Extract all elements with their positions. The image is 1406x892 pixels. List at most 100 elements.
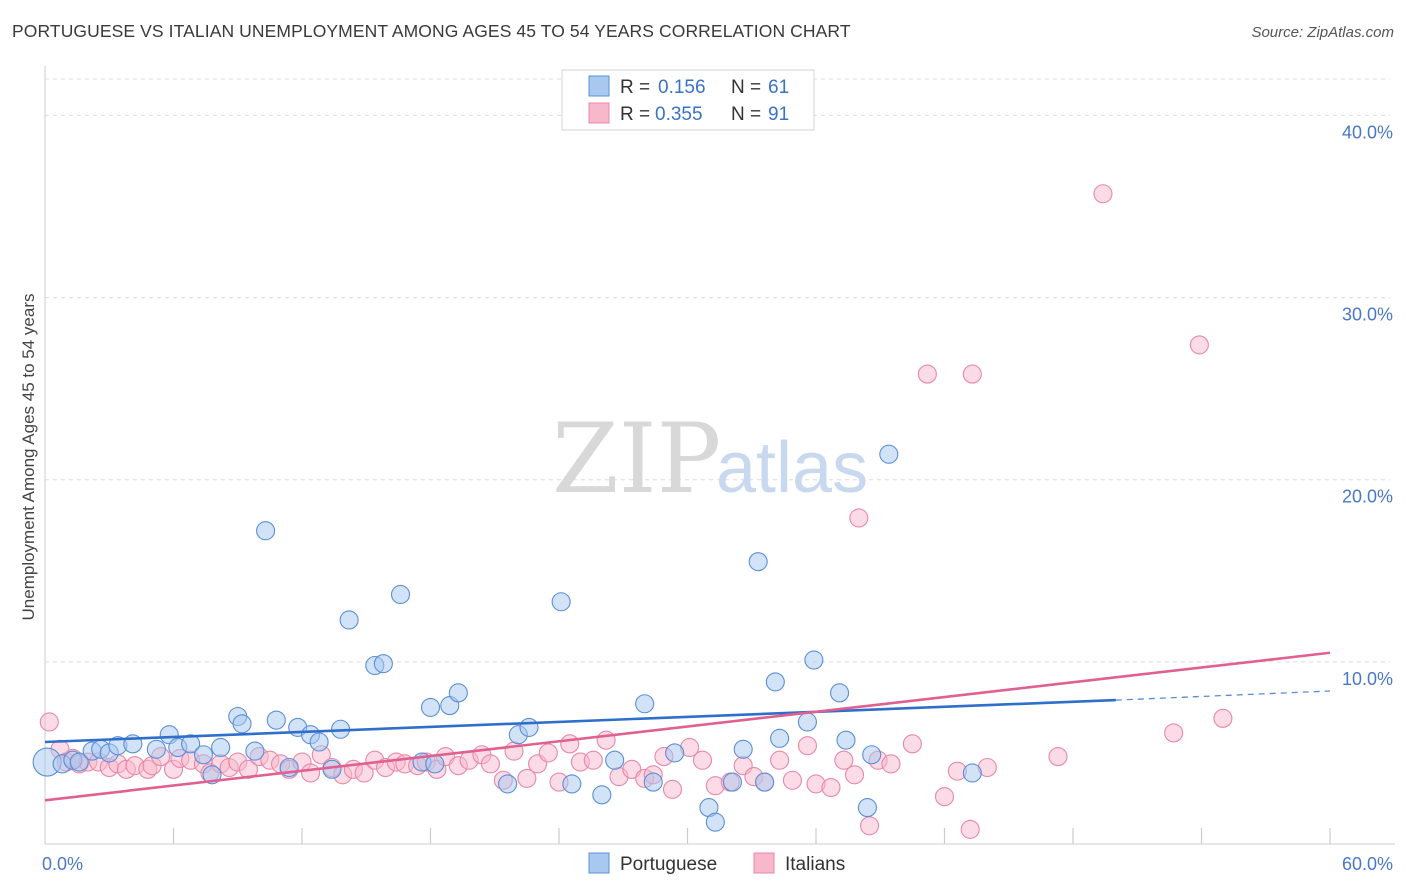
y-tick-label: 40.0%: [1342, 122, 1393, 142]
italians-point: [560, 734, 580, 754]
portuguese-point: [211, 737, 231, 758]
portuguese-point: [804, 650, 824, 670]
italians-point: [692, 750, 713, 770]
legend-n-label-italians: N =: [731, 104, 761, 125]
series-legend: Portuguese Italians: [588, 852, 845, 875]
portuguese-point: [770, 728, 790, 748]
x-tick-label: 0.0%: [42, 854, 83, 874]
italians-point: [1164, 723, 1184, 743]
portuguese-point: [256, 521, 276, 541]
italians-point: [1093, 184, 1113, 204]
portuguese-point: [879, 444, 899, 464]
italians-point: [301, 763, 321, 783]
portuguese-point: [705, 812, 725, 832]
series-legend-label-portuguese: Portuguese: [620, 854, 717, 875]
chart-title: PORTUGUESE VS ITALIAN UNEMPLOYMENT AMONG…: [12, 21, 851, 41]
portuguese-point: [69, 752, 89, 772]
legend-r-label-italians: R =: [620, 104, 650, 125]
italians-point: [517, 768, 537, 788]
series-legend-label-italians: Italians: [785, 854, 845, 875]
italians-point: [962, 364, 982, 384]
portuguese-point: [857, 798, 877, 818]
italians-point: [934, 787, 955, 807]
italians-point: [480, 754, 501, 774]
portuguese-trendline-extension: [1115, 690, 1331, 701]
legend-r-label-portuguese: R =: [620, 77, 650, 98]
portuguese-point: [373, 654, 393, 674]
portuguese-point: [722, 772, 743, 792]
italians-point: [821, 777, 841, 798]
portuguese-point: [665, 743, 685, 763]
italians-point: [960, 819, 980, 839]
italians-point: [902, 734, 922, 754]
portuguese-points: [32, 444, 982, 832]
series-legend-swatch-italians: [753, 852, 775, 874]
trendlines: [44, 651, 1331, 802]
portuguese-point: [339, 610, 359, 630]
italians-point: [238, 759, 259, 779]
portuguese-point: [551, 592, 571, 612]
legend-n-label-portuguese: N =: [731, 77, 761, 98]
portuguese-point: [266, 710, 286, 730]
portuguese-point: [309, 732, 329, 752]
portuguese-point: [605, 750, 625, 770]
italians-point: [881, 754, 901, 774]
italians-point: [770, 750, 790, 770]
correlation-legend: R = 0.156 N = 61 R = 0.355 N = 91: [561, 69, 815, 131]
portuguese-point: [765, 672, 785, 692]
source-credit: Source: ZipAtlas.com: [1251, 24, 1394, 41]
x-tick-label: 60.0%: [1342, 854, 1393, 874]
y-tick-label: 20.0%: [1342, 487, 1393, 507]
portuguese-point: [245, 741, 265, 761]
italians-point: [782, 770, 802, 790]
italians-point: [797, 736, 817, 756]
legend-swatch-italians: [588, 102, 610, 124]
legend-r-value-italians: 0.355: [655, 104, 703, 125]
grid-lines: [45, 78, 1390, 663]
y-tick-label: 10.0%: [1342, 669, 1393, 689]
portuguese-point: [635, 694, 655, 714]
portuguese-point: [390, 584, 411, 605]
y-tick-label: 30.0%: [1342, 305, 1393, 325]
portuguese-point: [830, 683, 850, 703]
italians-point: [1213, 708, 1233, 728]
portuguese-point: [193, 745, 214, 765]
portuguese-point: [592, 785, 612, 805]
italians-point: [834, 750, 854, 770]
italians-point: [1189, 335, 1209, 355]
italians-point: [583, 750, 603, 770]
portuguese-point: [962, 763, 982, 783]
portuguese-point: [146, 739, 166, 759]
portuguese-point: [519, 717, 539, 737]
portuguese-point: [181, 734, 201, 754]
axes: 10.0% 20.0% 30.0% 40.0% 0.0% 60.0%: [42, 66, 1395, 874]
portuguese-point: [498, 774, 518, 794]
portuguese-point: [755, 772, 775, 792]
portuguese-point: [862, 745, 882, 765]
italians-point: [662, 779, 683, 799]
y-axis-title: Unemployment Among Ages 45 to 54 years: [19, 294, 38, 621]
portuguese-point: [836, 730, 856, 750]
portuguese-point: [733, 739, 753, 759]
portuguese-point: [420, 697, 441, 717]
portuguese-point: [797, 712, 817, 732]
series-legend-swatch-portuguese: [588, 852, 610, 874]
italians-point: [538, 743, 558, 763]
watermark-atlas: atlas: [716, 428, 868, 508]
italians-point: [849, 508, 869, 528]
portuguese-point: [232, 714, 252, 734]
italians-point: [844, 765, 865, 785]
portuguese-point: [643, 772, 663, 792]
portuguese-trendline: [44, 698, 1116, 744]
italians-point: [1048, 747, 1068, 767]
italians-point: [39, 712, 59, 732]
portuguese-point: [562, 774, 582, 794]
legend-n-value-portuguese: 61: [768, 77, 789, 98]
italians-trendline: [44, 651, 1331, 802]
legend-n-value-italians: 91: [768, 104, 789, 125]
legend-swatch-portuguese: [588, 75, 610, 97]
legend-r-value-portuguese: 0.156: [658, 77, 706, 98]
italians-point: [859, 816, 880, 836]
portuguese-point: [748, 552, 768, 572]
